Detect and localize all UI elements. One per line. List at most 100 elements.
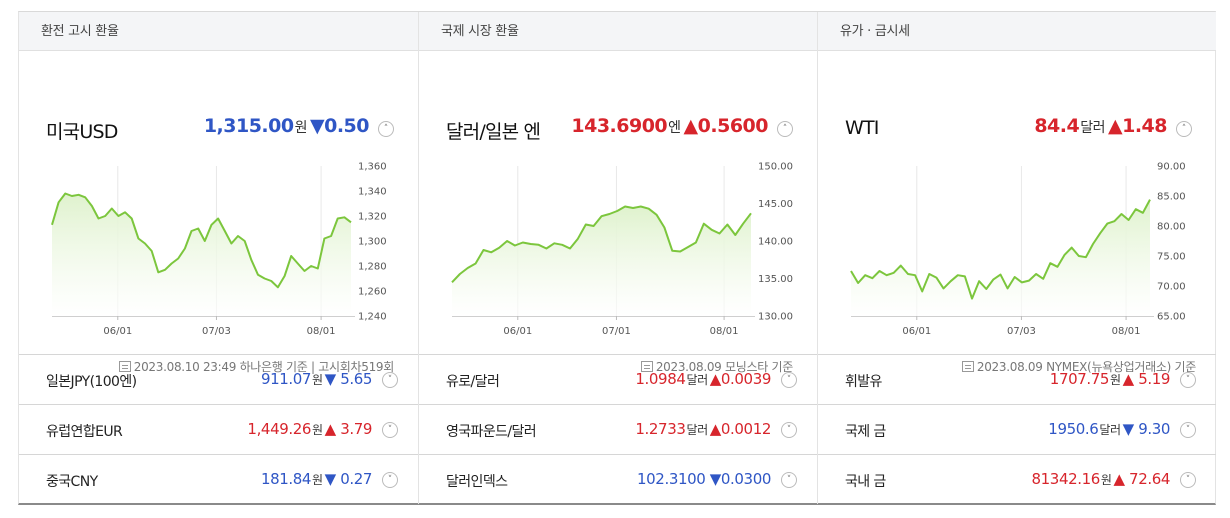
chart-jpy: 150.00 145.00 140.00 135.00 130.00 06/01 07/01… (451, 162, 793, 337)
item-unit: 달러 (686, 423, 708, 437)
list-item[interactable]: 일본JPY(100엔) 911.07원 ▼ 5.65 ˅ (19, 355, 418, 405)
item-value: 81342.16원 ▲ 72.64 (1031, 470, 1171, 488)
y-tick-label: 70.00 (1157, 282, 1186, 293)
item-unit: 원 (1100, 473, 1112, 487)
item-unit: 원 (312, 473, 323, 487)
list-item[interactable]: 중국CNY 181.84원 ▼ 0.27 ˅ (19, 455, 418, 505)
chart-area (452, 206, 751, 316)
main-unit: 엔 (668, 120, 681, 136)
series-line (451, 205, 752, 283)
y-tick-label: 1,260 (358, 287, 387, 298)
list-item[interactable]: 국제 금 1950.6달러 ▼ 9.30 ˅ (818, 405, 1216, 455)
source-text: 2023.08.09 모닝스타 기준 (655, 360, 793, 374)
rate-rows: 휘발유 1707.75원 ▲ 5.19 ˅ 국제 금 1950.6달러 ▼ 9.30… (818, 354, 1216, 505)
main-change: 0.50 (324, 115, 369, 137)
rate-rows: 유로/달러 1.0984달러 ▲0.0039 ˅ 영국파운드/달러 1.2733달… (419, 354, 817, 505)
main-price: 84.4 (1034, 115, 1080, 137)
y-tick-label: 145.00 (758, 199, 793, 210)
x-tick-label: 06/01 (503, 326, 532, 337)
chevron-down-icon[interactable]: ˅ (781, 422, 797, 438)
main-name: WTI (845, 117, 879, 139)
item-value: 1950.6달러 ▼ 9.30 (1048, 420, 1170, 438)
column-international-rates: 국제 시장 환율 달러/일본 엔 143.6900엔 ▲0.5600 ˄ 150.… (418, 12, 817, 504)
document-icon (118, 361, 131, 372)
column-header[interactable]: 환전 고시 환율 (19, 12, 418, 51)
list-item[interactable]: 달러인덱스 102.3100 ▼0.0300 ˅ (419, 455, 817, 505)
chart-area (52, 193, 351, 316)
item-name: 국제 금 (845, 424, 886, 440)
source-text: 2023.08.10 23:49 하나은행 기준 | 고시회차519회 (133, 360, 395, 374)
y-tick-label: 80.00 (1157, 222, 1186, 233)
source-note: 2023.08.10 23:49 하나은행 기준 | 고시회차519회 (118, 358, 395, 375)
list-item[interactable]: 국내 금 81342.16원 ▲ 72.64 ˅ (818, 455, 1216, 505)
chevron-down-icon[interactable]: ˅ (382, 422, 398, 438)
item-price: 911.07 (260, 370, 312, 388)
y-tick-label: 65.00 (1157, 312, 1186, 323)
y-tick-label: 135.00 (758, 274, 793, 285)
item-change: 9.30 (1138, 420, 1170, 438)
main-price-line: 143.6900엔 ▲0.5600 (571, 115, 768, 137)
item-change: 0.27 (340, 470, 372, 488)
item-unit: 원 (312, 373, 323, 387)
main-change: 1.48 (1122, 115, 1167, 137)
source-note: 2023.08.09 모닝스타 기준 (640, 358, 793, 375)
item-price: 102.3100 (637, 470, 706, 488)
item-value: 102.3100 ▼0.0300 (637, 470, 771, 488)
column-header[interactable]: 국제 시장 환율 (419, 12, 817, 51)
main-price-line: 1,315.00원 ▼0.50 (203, 115, 370, 137)
chevron-down-icon[interactable]: ˅ (1180, 422, 1196, 438)
column-header[interactable]: 유가 · 금시세 (818, 12, 1216, 51)
list-item[interactable]: 영국파운드/달러 1.2733달러 ▲0.0012 ˅ (419, 405, 817, 455)
chevron-down-icon[interactable]: ˅ (781, 472, 797, 488)
y-tick-label: 150.00 (758, 162, 793, 173)
y-tick-label: 1,280 (358, 262, 387, 273)
item-price: 181.84 (260, 470, 312, 488)
list-item[interactable]: 휘발유 1707.75원 ▲ 5.19 ˅ (818, 355, 1216, 405)
item-arrow: ▼ (324, 470, 337, 488)
item-name: 유럽연합EUR (46, 424, 123, 440)
source-text: 2023.08.09 NYMEX(뉴욕상업거래소) 기준 (976, 360, 1196, 374)
chevron-up-icon[interactable]: ˄ (777, 121, 793, 137)
item-change: 3.79 (340, 420, 372, 438)
main-price: 143.6900 (571, 115, 668, 137)
item-name: 일본JPY(100엔) (46, 374, 137, 390)
item-change: 5.65 (340, 370, 372, 388)
chevron-up-icon[interactable]: ˄ (1176, 121, 1192, 137)
item-name: 중국CNY (46, 474, 98, 490)
chevron-down-icon[interactable]: ˅ (1180, 472, 1196, 488)
chart-area (851, 199, 1150, 316)
x-tick-label: 06/01 (103, 326, 132, 337)
chevron-down-icon[interactable]: ˅ (382, 472, 398, 488)
main-price: 1,315.00 (203, 115, 294, 137)
x-tick-label: 07/03 (1007, 326, 1036, 337)
series-line (850, 199, 1151, 300)
item-change: 0.0039 (720, 370, 771, 388)
item-arrow: ▲ (1113, 470, 1126, 488)
chevron-up-icon[interactable]: ˄ (378, 121, 394, 137)
chevron-down-icon[interactable]: ˅ (382, 372, 398, 388)
y-tick-label: 1,360 (358, 162, 387, 173)
list-item[interactable]: 유럽연합EUR 1,449.26원 ▲ 3.79 ˅ (19, 405, 418, 455)
item-price: 81342.16 (1031, 470, 1101, 488)
list-item[interactable]: 유로/달러 1.0984달러 ▲0.0039 ˅ (419, 355, 817, 405)
y-tick-label: 90.00 (1157, 162, 1186, 173)
y-tick-label: 1,340 (358, 187, 387, 198)
item-value: 1707.75원 ▲ 5.19 (1049, 370, 1171, 388)
item-arrow: ▼ (709, 470, 722, 488)
item-name: 휘발유 (845, 374, 882, 390)
item-change: 0.0300 (720, 470, 771, 488)
item-price: 1707.75 (1049, 370, 1110, 388)
main-price-line: 84.4달러 ▲1.48 (1034, 115, 1167, 137)
x-tick-label: 07/03 (202, 326, 231, 337)
item-value: 181.84원 ▼ 0.27 (261, 470, 372, 488)
chevron-down-icon[interactable]: ˅ (781, 372, 797, 388)
column-oil-gold: 유가 · 금시세 WTI 84.4달러 ▲1.48 ˄ 90.00 85.00 80.… (817, 12, 1216, 504)
main-arrow: ▼ (309, 115, 325, 137)
source-note: 2023.08.09 NYMEX(뉴욕상업거래소) 기준 (961, 358, 1196, 375)
y-tick-label: 1,240 (358, 312, 387, 323)
y-tick-label: 85.00 (1157, 192, 1186, 203)
x-tick-label: 08/01 (710, 326, 739, 337)
chevron-down-icon[interactable]: ˅ (1180, 372, 1196, 388)
y-tick-label: 140.00 (758, 237, 793, 248)
exchange-widget: 환전 고시 환율 미국USD 1,315.00원 ▼0.50 ˄ 1,360 1,3… (18, 11, 1216, 505)
